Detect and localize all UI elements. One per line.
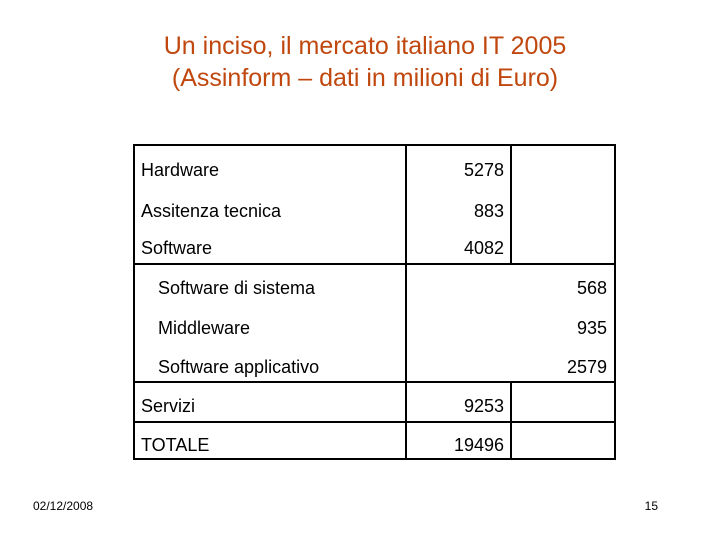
row-assistenza-value: 883: [473, 201, 504, 221]
row-software-applicativo-label: Software applicativo: [158, 357, 320, 377]
row-servizi-label: Servizi: [141, 396, 196, 416]
row-software-applicativo-value: 2579: [566, 357, 607, 377]
divider-bottom-row: [135, 421, 614, 423]
row-middleware-label: Middleware: [158, 318, 251, 338]
row-hardware-value: 5278: [463, 160, 504, 180]
divider-mid-section: [135, 381, 614, 383]
row-servizi-value: 9253: [463, 396, 504, 416]
row-assistenza-label: Assitenza tecnica: [141, 201, 282, 221]
divider-mid: [405, 263, 407, 382]
row-software-value: 4082: [463, 238, 504, 258]
slide-title: Un inciso, il mercato italiano IT 2005 (…: [0, 30, 720, 94]
divider-top-section: [135, 263, 614, 265]
divider-bottom-right: [510, 381, 512, 458]
row-software-sistema-value: 568: [576, 278, 607, 298]
footer-date: 02/12/2008: [33, 499, 94, 513]
divider-bottom-left: [405, 381, 407, 458]
row-hardware-label: Hardware: [141, 160, 220, 180]
row-totale-value: 19496: [453, 435, 504, 455]
divider-top-right: [510, 146, 512, 264]
divider-top-left: [405, 146, 407, 264]
title-line-1: Un inciso, il mercato italiano IT 2005: [163, 32, 567, 60]
market-table: Hardware 5278 Assitenza tecnica 883 Soft…: [133, 144, 616, 460]
title-line-2: (Assinform – dati in milioni di Euro): [171, 64, 559, 92]
footer-page-number: 15: [644, 499, 658, 513]
row-software-label: Software: [141, 238, 213, 258]
row-totale-label: TOTALE: [141, 435, 210, 455]
row-middleware-value: 935: [576, 318, 607, 338]
row-software-sistema-label: Software di sistema: [158, 278, 316, 298]
